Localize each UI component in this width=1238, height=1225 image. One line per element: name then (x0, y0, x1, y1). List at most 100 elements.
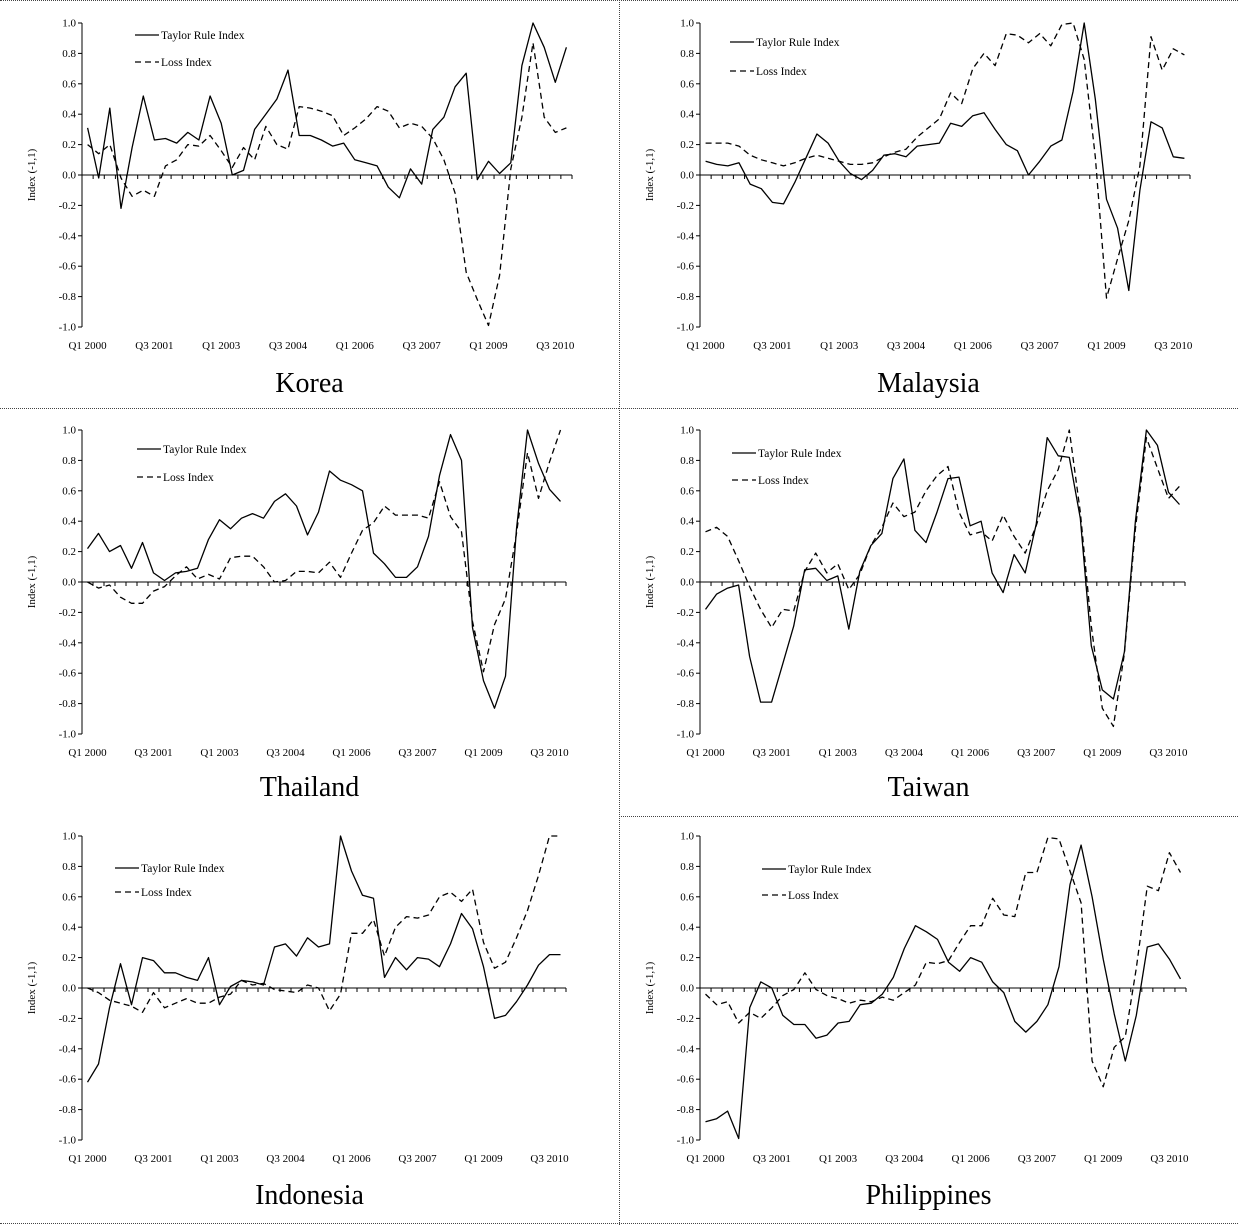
legend-label-loss-index: Loss Index (788, 890, 839, 902)
y-tick-label: -0.8 (677, 698, 695, 710)
series-line-taylor-rule-index (86, 22, 568, 210)
series-line-loss-index (705, 22, 1185, 299)
x-tick-label: Q3 2010 (530, 1153, 569, 1165)
y-tick-label: 0.2 (680, 952, 694, 964)
x-tick-label: Q1 2006 (332, 1153, 371, 1165)
y-tick-label: -0.6 (677, 261, 695, 273)
y-tick-label: 1.0 (680, 18, 694, 30)
legend: Taylor Rule Index Loss Index (762, 864, 872, 902)
y-tick-label: -0.2 (59, 1013, 76, 1025)
country-title-thailand: Thailand (259, 772, 360, 803)
country-title-korea: Korea (275, 368, 344, 399)
plot-area: 1.0 0.8 0.6 0.4 0.2 0.0 -0.2 -0.4 -0.6 -0.8 -1.0 In… (644, 425, 1188, 760)
y-tick-label: -0.4 (677, 230, 695, 242)
x-tick-label: Q1 2000 (686, 1153, 725, 1165)
y-tick-label: -0.8 (59, 291, 77, 303)
country-title-philippines: Philippines (865, 1180, 992, 1211)
y-tick-label: -1.0 (677, 1135, 695, 1147)
line-chart-korea: 1.0 0.8 0.6 0.4 0.2 0.0 -0.2 -0.4 -0.6 -0.8 -1.0 In… (26, 18, 575, 353)
y-tick-label: -0.8 (677, 1104, 695, 1116)
x-tick-label: Q1 2009 (1087, 340, 1126, 352)
legend-label-taylor-rule-index: Taylor Rule Index (161, 30, 245, 42)
y-tick-label: -0.4 (59, 1043, 77, 1055)
y-axis-label: Index (-1,1) (644, 148, 656, 201)
line-chart-taiwan: 1.0 0.8 0.6 0.4 0.2 0.0 -0.2 -0.4 -0.6 -0.8 -1.0 In… (644, 425, 1188, 760)
x-tick-label: Q3 2001 (134, 1153, 172, 1165)
x-tick-label: Q1 2006 (336, 340, 375, 352)
y-tick-label: -0.8 (59, 1104, 77, 1116)
panel-divider-bottom (0, 1223, 1238, 1224)
x-tick-label: Q1 2009 (1083, 747, 1122, 759)
y-tick-label: 0.0 (62, 170, 76, 182)
y-tick-label: 1.0 (680, 425, 694, 437)
y-tick-label: 0.0 (62, 577, 76, 589)
panel-divider-vertical (619, 0, 620, 1225)
legend-label-loss-index: Loss Index (161, 57, 212, 69)
chart-panel-thailand: 1.0 0.8 0.6 0.4 0.2 0.0 -0.2 -0.4 -0.6 -0.8 -1.0 In… (0, 408, 619, 816)
series-line-loss-index (87, 42, 567, 327)
chart-panel-taiwan: 1.0 0.8 0.6 0.4 0.2 0.0 -0.2 -0.4 -0.6 -0.8 -1.0 In… (619, 408, 1238, 816)
y-tick-label: -0.2 (677, 607, 694, 619)
legend-label-taylor-rule-index: Taylor Rule Index (163, 444, 247, 456)
x-tick-label: Q3 2004 (266, 1153, 305, 1165)
y-tick-label: -1.0 (59, 729, 77, 741)
line-chart-thailand: 1.0 0.8 0.6 0.4 0.2 0.0 -0.2 -0.4 -0.6 -0.8 -1.0 In… (26, 425, 569, 760)
y-tick-label: 0.4 (62, 922, 76, 934)
chart-panel-indonesia: 1.0 0.8 0.6 0.4 0.2 0.0 -0.2 -0.4 -0.6 -0.8 -1.0 In… (0, 816, 619, 1224)
y-tick-label: 0.2 (62, 139, 76, 151)
series-line-taylor-rule-index (705, 22, 1185, 292)
y-axis-label: Index (-1,1) (26, 555, 38, 608)
y-tick-label: -0.6 (59, 668, 77, 680)
x-tick-label: Q1 2006 (951, 747, 990, 759)
y-axis-label: Index (-1,1) (26, 148, 38, 201)
x-tick-label: Q1 2003 (819, 747, 858, 759)
y-tick-label: 0.0 (680, 170, 694, 182)
series-line-taylor-rule-index (704, 429, 1180, 703)
x-tick-label: Q3 2007 (403, 340, 442, 352)
x-tick-label: Q3 2007 (1018, 1153, 1057, 1165)
y-tick-label: 0.8 (680, 455, 694, 467)
x-tick-label: Q1 2009 (464, 747, 503, 759)
x-tick-label: Q3 2004 (266, 747, 305, 759)
y-tick-label: 0.6 (62, 78, 76, 90)
y-tick-label: 1.0 (62, 18, 76, 30)
plot-area: 1.0 0.8 0.6 0.4 0.2 0.0 -0.2 -0.4 -0.6 -0.8 -1.0 In… (26, 831, 569, 1166)
y-tick-label: 0.4 (680, 922, 694, 934)
x-tick-label: Q3 2010 (1154, 340, 1193, 352)
x-tick-label: Q1 2003 (200, 1153, 239, 1165)
legend: Taylor Rule Index Loss Index (115, 863, 225, 899)
y-tick-label: 0.6 (680, 78, 694, 90)
y-tick-label: 0.6 (680, 485, 694, 497)
y-tick-label: 0.0 (680, 983, 694, 995)
x-tick-label: Q1 2000 (686, 747, 725, 759)
legend-label-taylor-rule-index: Taylor Rule Index (756, 37, 840, 49)
x-tick-label: Q3 2001 (753, 747, 791, 759)
country-title-malaysia: Malaysia (877, 368, 980, 399)
series-line-taylor-rule-index (86, 835, 561, 1083)
y-tick-label: -0.4 (677, 1043, 695, 1055)
x-tick-label: Q1 2009 (469, 340, 508, 352)
plot-area: 1.0 0.8 0.6 0.4 0.2 0.0 -0.2 -0.4 -0.6 -0.8 -1.0 In… (644, 18, 1193, 353)
x-tick-label: Q1 2009 (464, 1153, 503, 1165)
legend: Taylor Rule Index Loss Index (137, 444, 247, 484)
x-tick-label: Q3 2007 (1021, 340, 1060, 352)
x-tick-label: Q1 2009 (1084, 1153, 1123, 1165)
x-tick-label: Q3 2004 (885, 1153, 924, 1165)
panel-divider-row1-left (0, 408, 619, 409)
x-tick-label: Q3 2007 (398, 747, 437, 759)
x-tick-label: Q3 2010 (1150, 1153, 1189, 1165)
y-tick-label: -0.6 (59, 261, 77, 273)
legend-label-taylor-rule-index: Taylor Rule Index (141, 863, 225, 875)
x-tick-label: Q1 2003 (202, 340, 241, 352)
y-tick-label: 0.4 (62, 109, 76, 121)
x-tick-label: Q3 2004 (885, 747, 924, 759)
series-line-taylor-rule-index (705, 844, 1182, 1140)
y-tick-label: 1.0 (62, 425, 76, 437)
legend-label-loss-index: Loss Index (758, 475, 809, 487)
country-title-taiwan: Taiwan (887, 772, 970, 803)
y-tick-label: 0.4 (62, 516, 76, 528)
y-tick-label: -1.0 (59, 322, 77, 334)
y-axis-label: Index (-1,1) (644, 555, 656, 608)
x-tick-label: Q1 2003 (200, 747, 239, 759)
x-tick-label: Q3 2010 (1149, 747, 1188, 759)
